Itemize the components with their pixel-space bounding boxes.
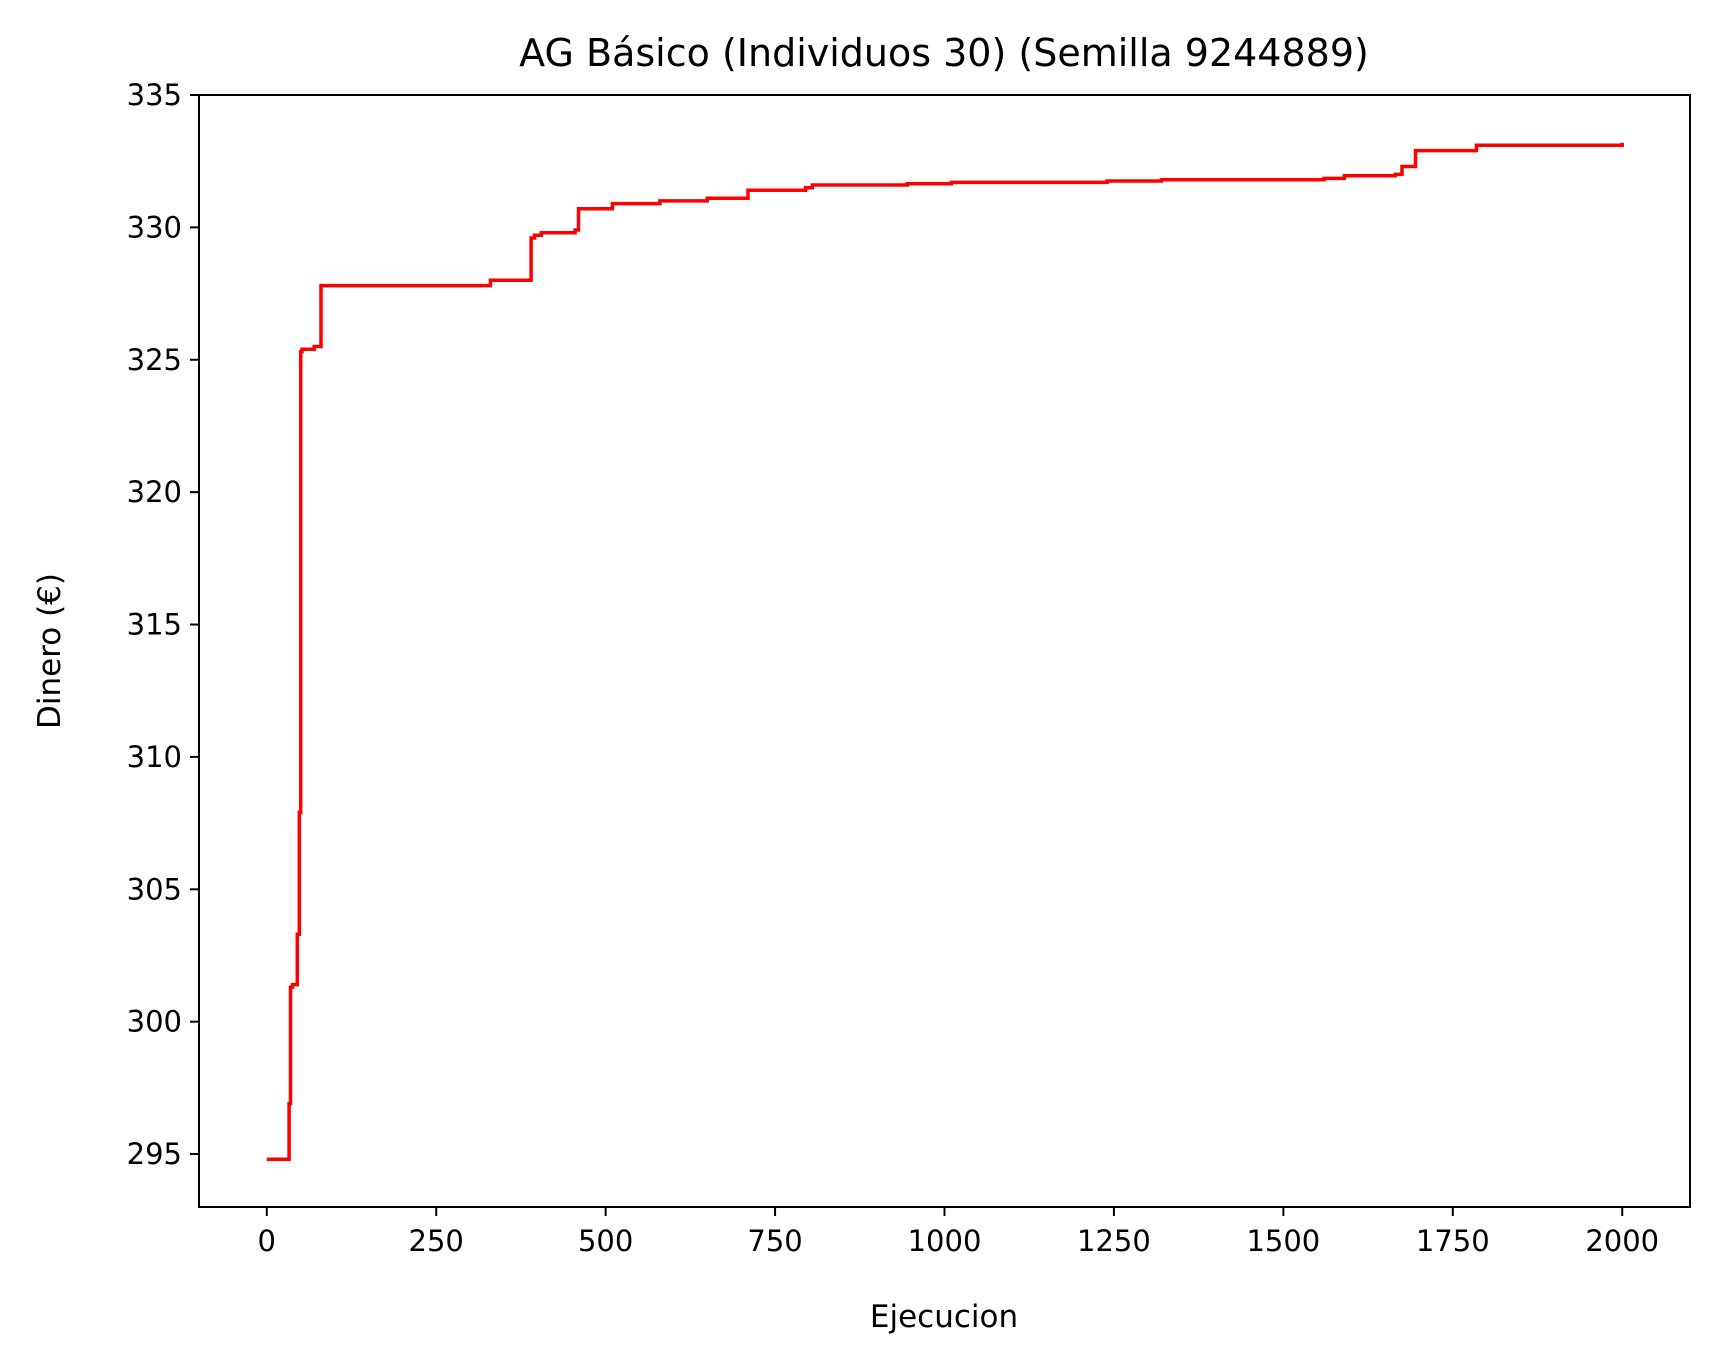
x-tick-label: 750 [747, 1224, 802, 1258]
y-axis-ticks: 295 300 305 310 315 320 325 330 335 [127, 78, 199, 1171]
x-tick-label: 1000 [908, 1224, 982, 1258]
x-tick-label: 250 [409, 1224, 464, 1258]
x-axis-ticks: 0 250 500 750 1000 1250 1500 1750 2000 [258, 1207, 1659, 1258]
x-tick-label: 500 [578, 1224, 633, 1258]
y-tick-label: 310 [127, 740, 182, 774]
y-tick-label: 330 [127, 210, 182, 244]
series-line [266, 142, 1624, 1162]
y-tick-label: 325 [127, 343, 182, 377]
y-tick-label: 335 [127, 78, 182, 112]
y-tick-label: 300 [127, 1005, 182, 1039]
y-tick-label: 295 [127, 1137, 182, 1171]
x-tick-label: 1750 [1416, 1224, 1490, 1258]
y-tick-label: 305 [127, 872, 182, 906]
chart-title: AG Básico (Individuos 30) (Semilla 92448… [519, 31, 1369, 75]
plot-area: 0 250 500 750 1000 1250 1500 1750 2000 295 300 305… [127, 78, 1691, 1258]
x-tick-label: 1250 [1077, 1224, 1151, 1258]
x-tick-label: 2000 [1585, 1224, 1659, 1258]
x-tick-label: 1500 [1246, 1224, 1320, 1258]
y-tick-label: 315 [127, 608, 182, 642]
y-axis-label: Dinero (€) [32, 573, 68, 729]
series-layer [266, 142, 1624, 1162]
y-tick-label: 320 [127, 475, 182, 509]
x-tick-label: 0 [258, 1224, 276, 1258]
x-axis-label: Ejecucion [870, 1299, 1018, 1335]
plot-frame [198, 94, 1691, 1208]
